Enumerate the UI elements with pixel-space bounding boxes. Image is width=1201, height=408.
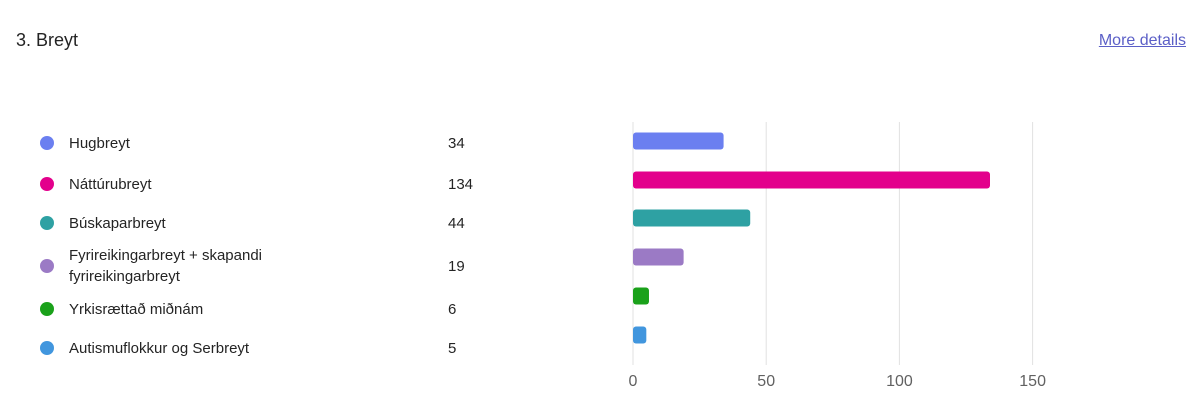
legend-count: 134 xyxy=(448,175,474,193)
legend-label: Autismuflokkur og Serbreyt xyxy=(69,338,319,359)
legend-label: Hugbreyt xyxy=(69,133,319,154)
legend-dot-icon xyxy=(40,259,54,273)
bar-6[interactable] xyxy=(633,326,647,344)
legend-count: 44 xyxy=(448,214,465,232)
bar-4[interactable] xyxy=(633,248,684,266)
bar-5[interactable] xyxy=(633,287,649,305)
legend-label-line: Náttúrubreyt xyxy=(69,175,152,193)
legend-count: 19 xyxy=(448,257,465,275)
legend-label: Yrkisrættað miðnám xyxy=(69,299,319,320)
x-tick-label: 100 xyxy=(886,373,913,390)
legend-label-line: fyrireikingarbreyt xyxy=(69,268,180,285)
legend-label-line: Hugbreyt xyxy=(69,134,130,152)
legend-label: Náttúrubreyt xyxy=(69,174,319,195)
legend-item[interactable]: Autismuflokkur og Serbreyt 5 xyxy=(40,338,500,359)
legend-item[interactable]: Yrkisrættað miðnám 6 xyxy=(40,299,500,320)
chart-legend: Hugbreyt 34 Náttúrubreyt 134 Búskaparbreyt 44… xyxy=(40,0,500,408)
legend-dot-icon xyxy=(40,216,54,230)
legend-dot-icon xyxy=(40,136,54,150)
legend-count: 34 xyxy=(448,134,465,152)
bar-2[interactable] xyxy=(633,171,990,189)
bar-3[interactable] xyxy=(633,209,751,227)
legend-item[interactable]: Búskaparbreyt 44 xyxy=(40,213,500,234)
legend-label: Fyrireikingarbreyt + skapandi fyrireiking… xyxy=(69,245,319,287)
bar-1[interactable] xyxy=(633,132,724,150)
legend-label-line: Búskaparbreyt xyxy=(69,214,166,232)
x-tick-label: 150 xyxy=(1019,373,1046,390)
legend-count: 6 xyxy=(448,300,457,318)
x-tick-label: 50 xyxy=(757,373,775,390)
legend-item[interactable]: Náttúrubreyt 134 xyxy=(40,174,500,195)
question-title: 3. Breyt xyxy=(16,30,79,50)
legend-item[interactable]: Fyrireikingarbreyt + skapandi fyrireiking… xyxy=(40,245,500,287)
x-tick-label: 0 xyxy=(629,373,638,390)
legend-label-line: Fyrireikingarbreyt + skapandi xyxy=(69,247,263,264)
legend-label: Búskaparbreyt xyxy=(69,213,319,234)
legend-dot-icon xyxy=(40,341,54,355)
legend-label-line: Autismuflokkur og Serbreyt xyxy=(69,339,250,357)
legend-item[interactable]: Hugbreyt 34 xyxy=(40,133,500,154)
legend-count: 5 xyxy=(448,339,457,357)
legend-label-line: Yrkisrættað miðnám xyxy=(69,300,204,318)
more-details-link[interactable]: More details xyxy=(1098,32,1186,49)
legend-dot-icon xyxy=(40,177,54,191)
legend-dot-icon xyxy=(40,302,54,316)
